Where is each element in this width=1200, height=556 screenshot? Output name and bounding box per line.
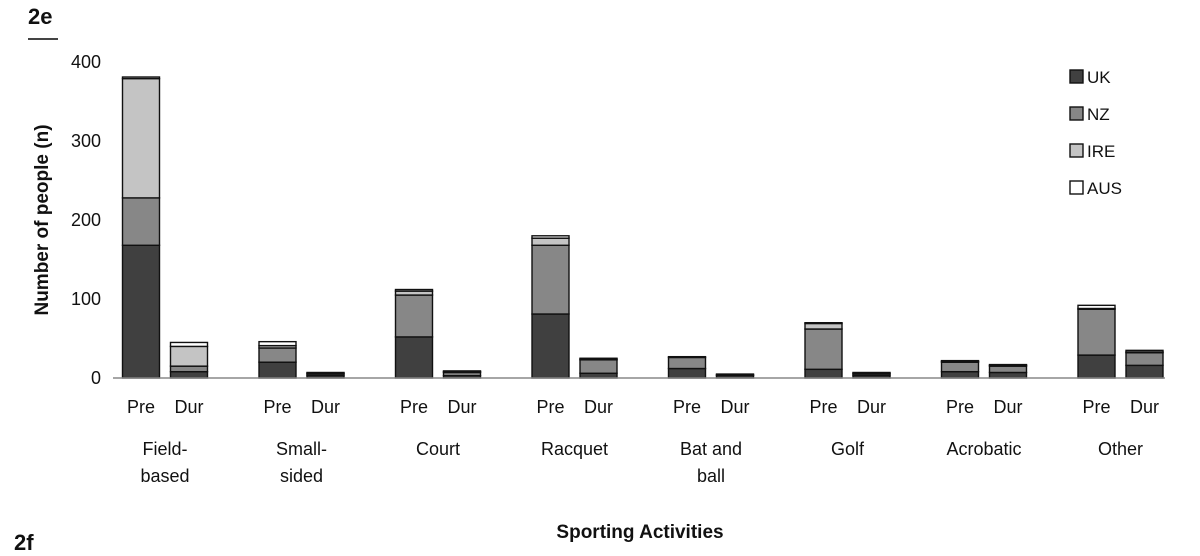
period-label: Dur bbox=[1130, 397, 1159, 417]
bar-segment-nz bbox=[579, 359, 618, 374]
bar-segment-uk bbox=[531, 313, 570, 379]
category-label: Small- bbox=[276, 439, 327, 459]
bar-segment-aus bbox=[306, 371, 345, 374]
bar-segment-aus bbox=[988, 363, 1028, 367]
period-label: Pre bbox=[1082, 397, 1110, 417]
bar-segment-aus bbox=[667, 355, 707, 359]
x-axis-title: Sporting Activities bbox=[556, 522, 723, 543]
y-tick-label: 300 bbox=[71, 131, 101, 151]
category-label: Court bbox=[416, 439, 460, 459]
legend-label-ire: IRE bbox=[1087, 142, 1115, 161]
bar-segment-nz bbox=[531, 244, 570, 315]
y-tick-label: 0 bbox=[91, 368, 101, 388]
period-label: Pre bbox=[127, 397, 155, 417]
bar-segment-aus bbox=[258, 340, 297, 347]
bar-segment-ire bbox=[121, 77, 161, 199]
legend-swatch-uk bbox=[1069, 69, 1084, 84]
bar-segment-uk bbox=[258, 361, 297, 379]
period-label: Pre bbox=[263, 397, 291, 417]
bar-segment-uk bbox=[988, 371, 1028, 379]
bar-segment-aus bbox=[804, 322, 843, 325]
bar-segment-nz bbox=[667, 356, 707, 370]
period-label: Dur bbox=[311, 397, 340, 417]
legend: UK NZ IRE AUS bbox=[1069, 68, 1122, 198]
bar-segment-aus bbox=[169, 341, 209, 348]
bar-segment-nz bbox=[804, 328, 843, 371]
y-tick-label: 200 bbox=[71, 210, 101, 230]
legend-swatch-ire bbox=[1069, 143, 1084, 158]
period-label: Dur bbox=[584, 397, 613, 417]
category-label: ball bbox=[697, 466, 725, 486]
period-label: Dur bbox=[993, 397, 1022, 417]
bar-segment-nz bbox=[988, 365, 1028, 374]
bar-segment-nz bbox=[121, 197, 161, 246]
category-label: Golf bbox=[831, 439, 865, 459]
bar-stacks bbox=[121, 76, 1164, 379]
bar-segment-nz bbox=[169, 365, 209, 373]
bar-segment-uk bbox=[940, 370, 980, 379]
bar-segment-uk bbox=[121, 244, 161, 379]
y-tick-label: 400 bbox=[71, 52, 101, 72]
period-label: Dur bbox=[857, 397, 886, 417]
legend-swatch-nz bbox=[1069, 106, 1084, 121]
legend-label-uk: UK bbox=[1087, 68, 1111, 87]
bar-segment-uk bbox=[394, 336, 434, 379]
bar-segment-aus bbox=[940, 359, 980, 363]
bar-segment-uk bbox=[804, 368, 843, 379]
bar-segment-aus bbox=[531, 235, 570, 239]
period-label: Pre bbox=[809, 397, 837, 417]
bar-segment-aus bbox=[852, 371, 891, 374]
legend-swatch-aus bbox=[1069, 180, 1084, 195]
period-label: Pre bbox=[673, 397, 701, 417]
bar-segment-aus bbox=[715, 373, 755, 376]
bar-segment-aus bbox=[579, 357, 618, 360]
bar-segment-nz bbox=[1077, 308, 1116, 356]
bar-segment-aus bbox=[442, 370, 482, 373]
bar-segment-aus bbox=[121, 76, 161, 80]
bar-segment-uk bbox=[169, 370, 209, 379]
category-label: sided bbox=[280, 466, 323, 486]
bar-segment-uk bbox=[1077, 354, 1116, 379]
panel-label-underline bbox=[28, 38, 58, 40]
category-label: based bbox=[140, 466, 189, 486]
category-label: Racquet bbox=[541, 439, 608, 459]
y-tick-label: 100 bbox=[71, 289, 101, 309]
period-label: Dur bbox=[174, 397, 203, 417]
period-label: Dur bbox=[447, 397, 476, 417]
category-label: Acrobatic bbox=[946, 439, 1021, 459]
bar-segment-nz bbox=[1125, 352, 1164, 367]
period-label: Dur bbox=[720, 397, 749, 417]
y-axis-title: Number of people (n) bbox=[32, 124, 53, 315]
period-label: Pre bbox=[400, 397, 428, 417]
bar-segment-aus bbox=[394, 288, 434, 292]
bar-segment-nz bbox=[940, 361, 980, 373]
category-label: Bat and bbox=[680, 439, 742, 459]
x-axis-labels: Pre Dur Field-based Pre Dur Small-sided Pre Dur… bbox=[127, 397, 1159, 486]
bar-segment-ire bbox=[804, 322, 843, 330]
bar-segment-ire bbox=[531, 237, 570, 246]
bar-segment-ire bbox=[169, 345, 209, 367]
bar-segment-aus bbox=[1125, 349, 1164, 353]
bar-segment-uk bbox=[1125, 364, 1164, 379]
category-label: Other bbox=[1098, 439, 1143, 459]
legend-label-aus: AUS bbox=[1087, 179, 1122, 198]
bar-segment-aus bbox=[1077, 304, 1116, 310]
y-axis-ticks: 0 100 200 300 400 bbox=[71, 52, 101, 388]
period-label: Pre bbox=[946, 397, 974, 417]
bar-segment-nz bbox=[394, 294, 434, 338]
panel-label-2e: 2e bbox=[28, 4, 53, 29]
legend-label-nz: NZ bbox=[1087, 105, 1110, 124]
category-label: Field- bbox=[142, 439, 187, 459]
bar-segment-nz bbox=[258, 347, 297, 363]
bar-segment-uk bbox=[667, 367, 707, 379]
panel-label-2f: 2f bbox=[14, 530, 34, 555]
period-label: Pre bbox=[536, 397, 564, 417]
